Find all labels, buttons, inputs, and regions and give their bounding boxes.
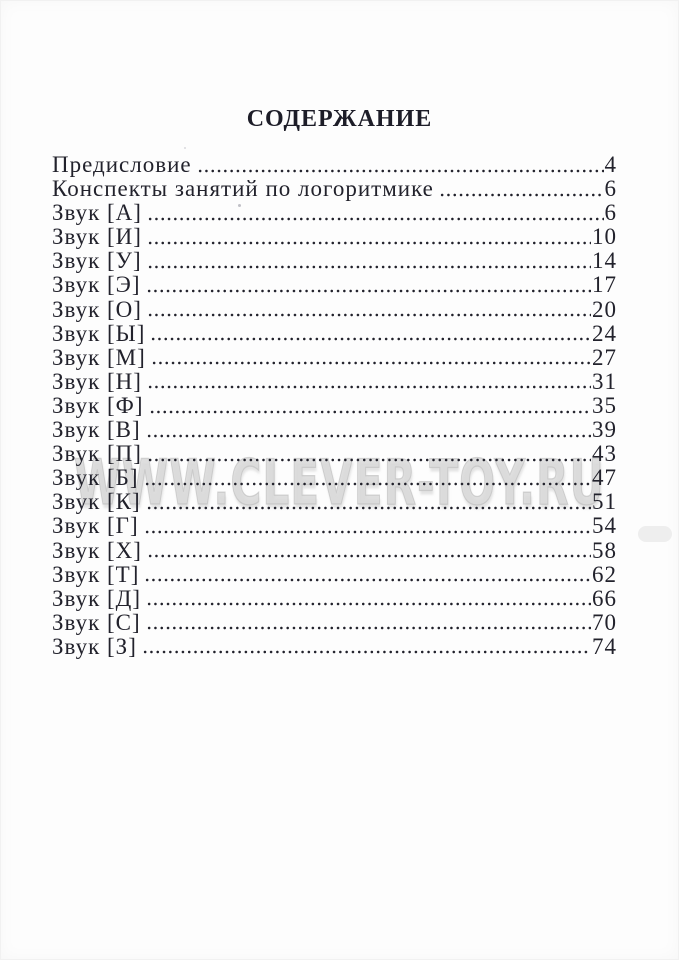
dot-leader <box>146 313 591 318</box>
toc-entry: Звук [У] 14 <box>52 249 617 273</box>
toc-entry-page-number: 17 <box>592 272 617 298</box>
toc-entry: Звук [Т] 62 <box>52 561 617 587</box>
dot-leader <box>145 433 591 438</box>
toc-entry: Звук [П] 43 <box>52 442 617 466</box>
toc-entry-label: Звук [Н] <box>52 368 142 394</box>
toc-entry-page-number: 66 <box>592 585 617 611</box>
toc-entry-label: Звук [К] <box>52 489 141 515</box>
toc-entry-label: Конспекты занятий по логоритмике <box>52 176 434 202</box>
dot-leader <box>145 289 591 294</box>
dot-leader <box>143 481 591 486</box>
dot-leader <box>146 554 591 559</box>
dot-leader <box>145 626 591 631</box>
scan-artifact <box>638 526 672 542</box>
toc-entry-page-number: 51 <box>592 489 617 515</box>
toc-entry-label: Звук [Ф] <box>52 392 144 418</box>
toc-entry-label: Звук [С] <box>52 609 141 635</box>
toc-entry-label: Звук [Г] <box>52 513 139 539</box>
toc-entry: Звук [А] 6 <box>52 201 617 225</box>
toc-entry-page-number: 54 <box>592 513 617 539</box>
toc-entry-page-number: 62 <box>592 561 617 587</box>
dot-leader <box>141 650 591 655</box>
dot-leader <box>146 457 591 462</box>
page-title: СОДЕРЖАНИЕ <box>246 106 433 132</box>
scan-artifact <box>184 147 186 149</box>
toc-entry-page-number: 70 <box>592 609 617 635</box>
toc-entry-label: Звук [З] <box>52 633 137 659</box>
toc-entry-label: Звук [Ы] <box>52 320 146 346</box>
dot-leader <box>148 409 591 414</box>
toc-entry: Звук [В] 39 <box>52 417 617 443</box>
toc-entry: Звук [З] 74 <box>52 633 617 659</box>
toc-entry-label: Звук [В] <box>52 417 141 443</box>
toc-entry-label: Звук [М] <box>52 344 146 370</box>
toc-entry: Звук [Ы] 24 <box>52 320 617 346</box>
dot-leader <box>146 264 591 269</box>
toc-entry: Звук [Н] 31 <box>52 368 617 394</box>
toc-entry-page-number: 35 <box>592 392 617 418</box>
toc-entry: Звук [Г] 54 <box>52 514 617 538</box>
toc-entry: Звук [Х] 58 <box>52 537 617 563</box>
dot-leader <box>150 337 591 342</box>
toc-entry-page-number: 4 <box>604 152 617 177</box>
toc-entry-label: Звук [Б] <box>52 465 139 491</box>
toc-entry-page-number: 24 <box>592 320 617 346</box>
dot-leader <box>438 192 604 197</box>
dot-leader <box>145 505 591 510</box>
toc-entry-label: Предисловие <box>52 152 192 177</box>
toc-entry-page-number: 6 <box>604 176 617 202</box>
toc-entry-page-number: 10 <box>592 224 617 250</box>
toc-entry: Звук [Б] 47 <box>52 466 617 490</box>
toc-entry-page-number: 39 <box>592 417 617 443</box>
toc-entry: Звук [К] 51 <box>52 490 617 514</box>
toc-entry-page-number: 31 <box>592 368 617 394</box>
toc-entry-label: Звук [О] <box>52 296 142 322</box>
scan-artifact <box>238 204 241 207</box>
toc-entry-label: Звук [Д] <box>52 585 142 611</box>
toc-entry: Звук [М] 27 <box>52 344 617 370</box>
dot-leader <box>150 361 591 366</box>
dot-leader <box>146 240 591 245</box>
dot-leader <box>146 602 591 607</box>
toc-entry-label: Звук [Х] <box>52 537 142 563</box>
toc-entry-page-number: 14 <box>592 248 617 274</box>
toc-entry-page-number: 27 <box>592 344 617 370</box>
dot-leader <box>196 168 604 173</box>
toc-entry-label: Звук [Э] <box>52 272 141 298</box>
dot-leader <box>146 385 591 390</box>
toc-entry-label: Звук [П] <box>52 441 142 467</box>
toc-entry: Звук [Ф] 35 <box>52 392 617 418</box>
toc-entry-label: Звук [А] <box>52 200 142 226</box>
toc-entry-page-number: 58 <box>592 537 617 563</box>
toc-entry: Звук [О] 20 <box>52 296 617 322</box>
toc-list: Предисловие 4 Конспекты занятий по логор… <box>52 152 617 659</box>
toc-entry-page-number: 47 <box>592 465 617 491</box>
toc-entry: Звук [С] 70 <box>52 609 617 635</box>
toc-entry-page-number: 6 <box>604 200 617 226</box>
toc-entry: Звук [Э] 17 <box>52 273 617 297</box>
toc-entry: Конспекты занятий по логоритмике 6 <box>52 176 617 202</box>
toc-entry-label: Звук [У] <box>52 248 142 274</box>
toc-entry: Звук [И] 10 <box>52 225 617 249</box>
dot-leader <box>144 578 591 583</box>
toc-entry-label: Звук [Т] <box>52 561 140 587</box>
toc-entry: Звук [Д] 66 <box>52 585 617 611</box>
dot-leader <box>146 216 604 221</box>
toc-entry-label: Звук [И] <box>52 224 142 250</box>
toc-entry-page-number: 20 <box>592 296 617 322</box>
toc-entry-page-number: 43 <box>592 441 617 467</box>
toc-entry: Предисловие 4 <box>52 152 617 177</box>
dot-leader <box>143 530 591 534</box>
toc-entry-page-number: 74 <box>592 633 617 659</box>
